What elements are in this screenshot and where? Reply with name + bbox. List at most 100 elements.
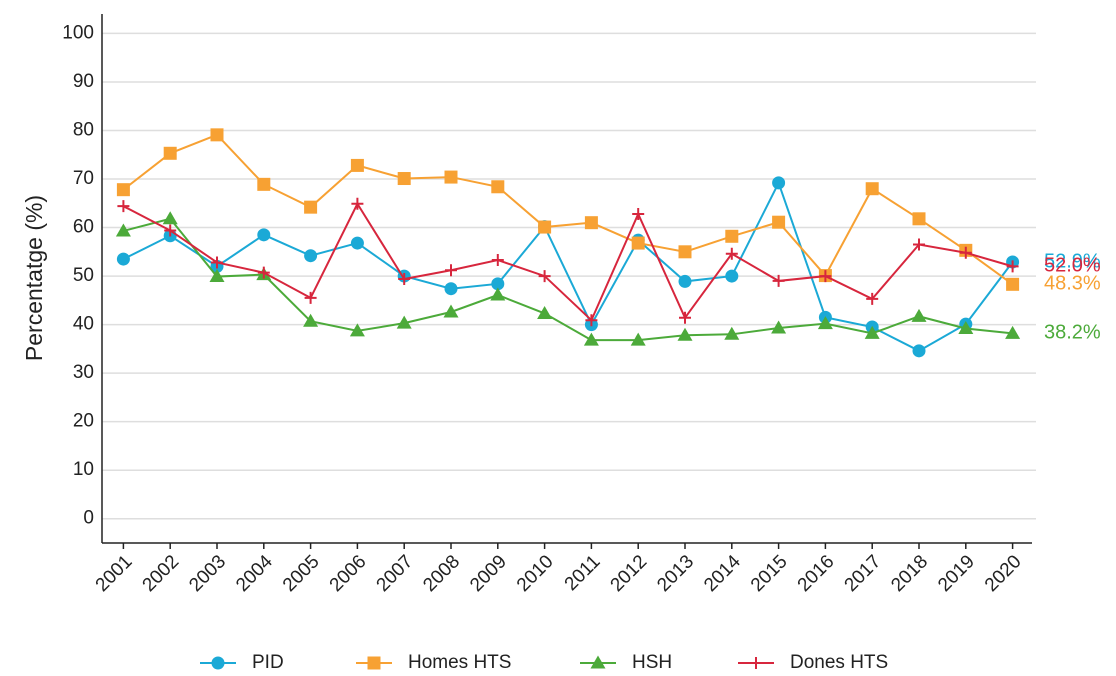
marker <box>725 247 738 260</box>
marker <box>210 128 224 142</box>
marker <box>304 291 317 304</box>
x-tick-label: 2010 <box>513 551 558 596</box>
marker <box>630 332 646 346</box>
marker <box>1006 260 1019 273</box>
marker <box>115 223 131 237</box>
marker <box>398 272 411 285</box>
x-tick-label: 2013 <box>653 551 698 596</box>
marker <box>397 172 411 186</box>
marker <box>750 657 762 669</box>
x-tick-label: 2020 <box>981 551 1026 596</box>
marker <box>771 320 787 334</box>
marker <box>396 315 412 329</box>
marker <box>911 308 927 322</box>
x-tick-label: 2009 <box>466 551 511 596</box>
marker <box>116 252 130 266</box>
x-tick-label: 2018 <box>887 551 932 596</box>
marker <box>958 320 974 334</box>
marker <box>725 229 739 243</box>
y-tick-label: 90 <box>73 71 94 92</box>
marker <box>303 313 319 327</box>
legend-label: Dones HTS <box>790 652 888 673</box>
marker <box>772 215 786 229</box>
y-tick-label: 70 <box>73 168 94 189</box>
marker <box>865 182 879 196</box>
series-line <box>123 217 1013 342</box>
marker <box>164 224 177 237</box>
x-tick-label: 2006 <box>326 551 371 596</box>
end-label: 38.2% <box>1044 322 1101 344</box>
y-tick-label: 20 <box>73 411 94 432</box>
marker <box>350 158 364 172</box>
marker <box>724 326 740 340</box>
marker <box>912 344 926 358</box>
marker <box>117 200 130 213</box>
legend-item: Homes HTS <box>356 652 511 673</box>
x-tick-label: 2007 <box>373 551 418 596</box>
marker <box>631 236 645 250</box>
marker <box>257 177 271 191</box>
y-tick-label: 0 <box>83 508 94 529</box>
end-label: 52.0% <box>1044 255 1101 277</box>
x-tick-label: 2014 <box>700 551 745 596</box>
marker <box>590 655 606 669</box>
marker <box>445 264 457 277</box>
marker <box>490 287 506 301</box>
x-tick-label: 2012 <box>607 551 652 596</box>
marker <box>585 314 598 327</box>
marker <box>211 656 225 670</box>
series-line <box>122 180 1014 352</box>
marker <box>367 656 381 670</box>
marker <box>304 200 318 214</box>
marker <box>491 254 504 267</box>
x-tick-label: 2002 <box>139 551 184 596</box>
marker <box>678 245 692 259</box>
series-line <box>122 133 1014 286</box>
y-tick-label: 50 <box>73 265 94 286</box>
x-tick-label: 2016 <box>794 551 839 596</box>
marker <box>162 211 178 225</box>
x-tick-label: 2019 <box>934 551 979 596</box>
marker <box>163 146 177 160</box>
marker <box>583 332 599 346</box>
marker <box>959 246 972 259</box>
marker <box>772 274 785 287</box>
legend-label: Homes HTS <box>408 652 511 673</box>
marker <box>538 270 551 283</box>
marker <box>864 325 880 339</box>
marker <box>679 311 691 324</box>
marker <box>772 176 786 190</box>
x-tick-label: 2017 <box>841 551 886 596</box>
marker <box>678 274 692 288</box>
y-tick-label: 80 <box>73 119 94 140</box>
marker <box>350 236 364 250</box>
marker <box>817 316 833 330</box>
y-tick-label: 60 <box>73 217 94 238</box>
y-tick-label: 100 <box>62 22 94 43</box>
marker <box>444 170 458 184</box>
legend-item: PID <box>200 652 284 673</box>
legend-item: Dones HTS <box>738 652 888 673</box>
marker <box>211 256 223 269</box>
marker <box>538 220 552 234</box>
marker <box>677 327 693 341</box>
marker <box>491 180 505 194</box>
marker <box>257 228 271 242</box>
marker <box>819 270 832 283</box>
marker <box>1005 325 1021 339</box>
series-line <box>122 201 1013 322</box>
end-label: 48.3% <box>1044 273 1101 295</box>
marker <box>209 269 225 283</box>
y-tick-label: 10 <box>73 459 94 480</box>
marker <box>116 183 130 197</box>
marker <box>349 323 365 337</box>
marker <box>491 277 505 291</box>
marker <box>632 207 645 220</box>
marker <box>866 292 879 305</box>
y-axis-label: Percentatge (%) <box>21 195 47 361</box>
marker <box>304 249 318 263</box>
y-tick-label: 40 <box>73 314 94 335</box>
marker <box>725 269 739 283</box>
x-tick-label: 2003 <box>185 551 230 596</box>
